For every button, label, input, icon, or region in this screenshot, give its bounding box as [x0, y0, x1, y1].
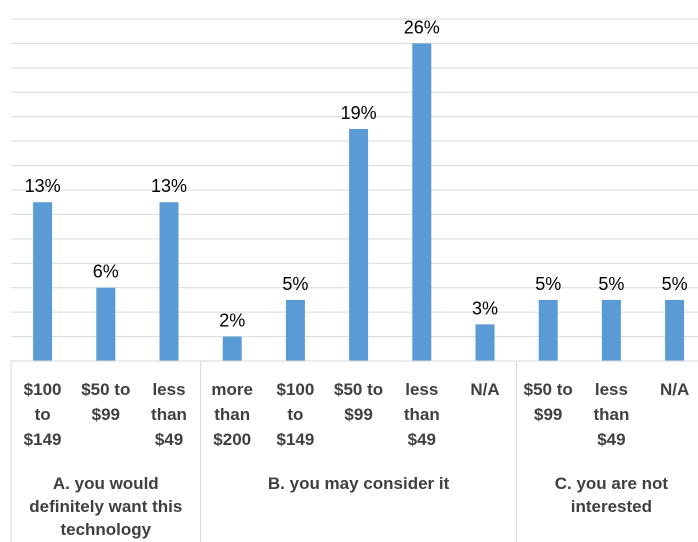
bar — [33, 202, 53, 361]
bar — [96, 287, 116, 361]
x-axis — [10, 360, 698, 542]
category-label: less than $49 — [404, 380, 440, 449]
group-labels: A. you would definitely want this technolo… — [29, 474, 668, 539]
category-label: $100 to $149 — [276, 380, 314, 449]
data-label: 26% — [404, 17, 440, 37]
data-label: 5% — [535, 274, 561, 294]
category-label: less than $49 — [151, 380, 187, 449]
group-label: A. you would definitely want this technolo… — [29, 474, 182, 539]
data-label: 3% — [472, 298, 498, 318]
category-labels: $100 to $149 $50 to $99 less than $49 more than $2… — [24, 380, 690, 449]
data-label: 13% — [151, 176, 187, 196]
group-label: B. you may consider it — [268, 474, 450, 493]
category-label: N/A — [660, 380, 689, 399]
bar — [412, 43, 432, 362]
bar — [475, 324, 495, 361]
category-label: less than $49 — [593, 380, 629, 449]
data-label: 13% — [25, 176, 61, 196]
bar — [159, 202, 179, 361]
bar — [349, 128, 369, 361]
data-label: 19% — [341, 103, 377, 123]
data-labels: 13% 6% 13% 2% 5% 19% 26% 3% 5% 5% 5% — [25, 17, 688, 330]
bar — [285, 299, 305, 361]
data-label: 6% — [93, 262, 119, 282]
category-label: $50 to $99 — [334, 380, 383, 424]
bar — [665, 299, 685, 361]
category-label: more than $200 — [211, 380, 253, 449]
bars — [33, 43, 685, 362]
data-label: 5% — [598, 274, 624, 294]
bar — [601, 299, 621, 361]
category-label: N/A — [470, 380, 499, 399]
data-label: 2% — [219, 311, 245, 331]
data-label: 5% — [282, 274, 308, 294]
bar — [538, 299, 558, 361]
category-label: $100 to $149 — [24, 380, 62, 449]
data-label: 5% — [662, 274, 688, 294]
category-label: $50 to $99 — [524, 380, 573, 424]
category-label: $50 to $99 — [81, 380, 130, 424]
bar — [222, 336, 242, 361]
group-label: C. you are not interested — [555, 474, 669, 516]
